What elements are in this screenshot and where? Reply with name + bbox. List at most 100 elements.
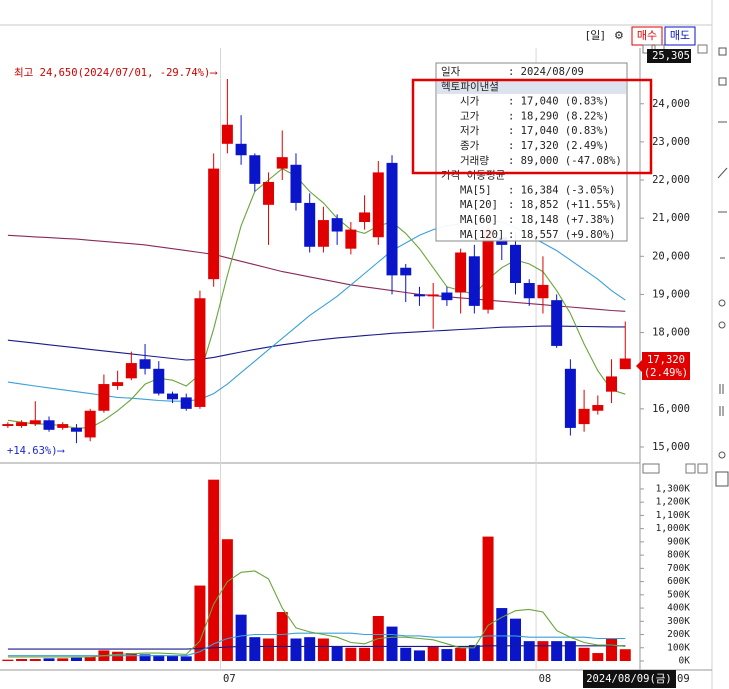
buy-button[interactable]: 매수 (637, 29, 657, 42)
last-change-label: (2.49%) (644, 367, 688, 379)
candle-body (523, 282, 535, 299)
tooltip-label: 종가 (460, 140, 480, 152)
tooltip-header-band (437, 81, 626, 94)
y-tick-label: 700K (667, 563, 690, 574)
candle-body (276, 157, 288, 169)
low-annotation: +14.63%)⟶ (7, 445, 65, 457)
tooltip-label: 저가 (460, 125, 480, 137)
candle-body (441, 292, 453, 301)
candle-body (221, 124, 233, 144)
y-tick-label: 21,000 (652, 212, 690, 224)
volume-bar (386, 626, 398, 661)
tooltip-label: MA[5] (460, 184, 492, 196)
y-tick-label: 300K (667, 616, 690, 627)
last-price-label: 17,320 (647, 354, 685, 366)
candle-body (57, 424, 69, 428)
y-tick-label: 19,000 (652, 288, 690, 300)
candle-body (16, 422, 28, 427)
volume-bar (564, 641, 576, 661)
volume-bar (112, 651, 124, 661)
volume-bar (619, 649, 631, 661)
candle-body (139, 359, 151, 369)
volume-bar (523, 641, 535, 661)
volume-bar (180, 656, 192, 661)
tooltip-value: : 16,384 (-3.05%) (508, 184, 615, 196)
y-tick-label: 1,300K (656, 483, 691, 494)
candle-body (468, 256, 480, 306)
candle-body (427, 294, 439, 297)
volume-bar (304, 637, 316, 661)
y-tick-label: 18,000 (652, 327, 690, 339)
volume-bar (70, 657, 82, 661)
y-tick-label: 600K (667, 576, 690, 587)
volume-bar (578, 647, 590, 661)
tooltip-label: 일자 (441, 65, 461, 78)
sell-button[interactable]: 매도 (670, 29, 690, 42)
volume-bar (194, 585, 206, 661)
tooltip-label: 헥토파이낸셜 (441, 81, 499, 93)
volume-bar (468, 645, 480, 661)
candle-body (125, 363, 137, 379)
volume-bar (153, 655, 165, 661)
volume-bar (510, 618, 521, 661)
candle-body (84, 410, 96, 438)
candle-body (70, 427, 82, 432)
tooltip-label: 고가 (460, 110, 480, 122)
volume-bar (263, 638, 275, 661)
volume-bar (2, 659, 14, 661)
tooltip-value: : 17,320 (2.49%) (508, 140, 609, 152)
volume-bar (221, 539, 233, 661)
volume-bar (84, 657, 96, 661)
tooltip-value: : 18,557 (+9.80%) (508, 229, 615, 241)
candle-body (263, 181, 275, 205)
sell-button-frame[interactable] (664, 26, 696, 46)
candle-body (304, 202, 316, 247)
volume-bar (455, 647, 467, 661)
y-tick-label: 900K (667, 536, 690, 547)
y-tick-label: 1,200K (656, 497, 691, 508)
crosshair-date-box (583, 670, 676, 688)
volume-bar (331, 646, 343, 661)
candle-body (194, 298, 206, 407)
volume-bar (276, 612, 288, 661)
volume-bar (413, 650, 425, 661)
y-axis-top-box (647, 49, 691, 63)
candle-body (208, 168, 220, 280)
tooltip-value: : 18,852 (+11.55%) (508, 199, 622, 211)
volume-bar (43, 658, 55, 661)
tooltip-value: : 17,040 (0.83%) (508, 125, 609, 137)
volume-bar (235, 614, 247, 661)
candle-body (359, 212, 371, 222)
candle-body (153, 368, 165, 394)
moving-average-line (7, 325, 626, 361)
candle-body (290, 164, 302, 203)
tooltip-value: : 18,148 (+7.38%) (508, 214, 615, 226)
tooltip-label: MA[60] (460, 214, 498, 226)
last-price-arrow (636, 360, 642, 372)
candle-body (331, 218, 343, 232)
tooltip-value: : 2024/08/09 (508, 66, 584, 78)
y-tick-label: 15,000 (652, 441, 690, 453)
candle-body (619, 358, 631, 370)
y-tick-label: 22,000 (652, 174, 690, 186)
y-tick-label: 23,000 (652, 136, 690, 148)
candle-body (372, 172, 384, 238)
candle-body (317, 220, 329, 247)
settings-icon[interactable]: ⚙ (614, 29, 624, 42)
period-button[interactable]: [일] (586, 28, 605, 42)
volume-bar (290, 638, 302, 661)
y-tick-label: 500K (667, 589, 690, 600)
x-tick-label: 07 (223, 673, 236, 685)
y-tick-label: 24,000 (652, 98, 690, 110)
volume-bar (496, 608, 508, 661)
volume-bar (359, 647, 371, 661)
y-axis-top-label: 25,305 (652, 50, 690, 62)
y-tick-label: 400K (667, 603, 690, 614)
y-tick-label: 200K (667, 629, 690, 640)
tooltip-value: : 18,290 (8.22%) (508, 110, 609, 122)
moving-average-line (7, 645, 626, 650)
candle-body (2, 424, 14, 427)
volume-bar (400, 647, 412, 661)
